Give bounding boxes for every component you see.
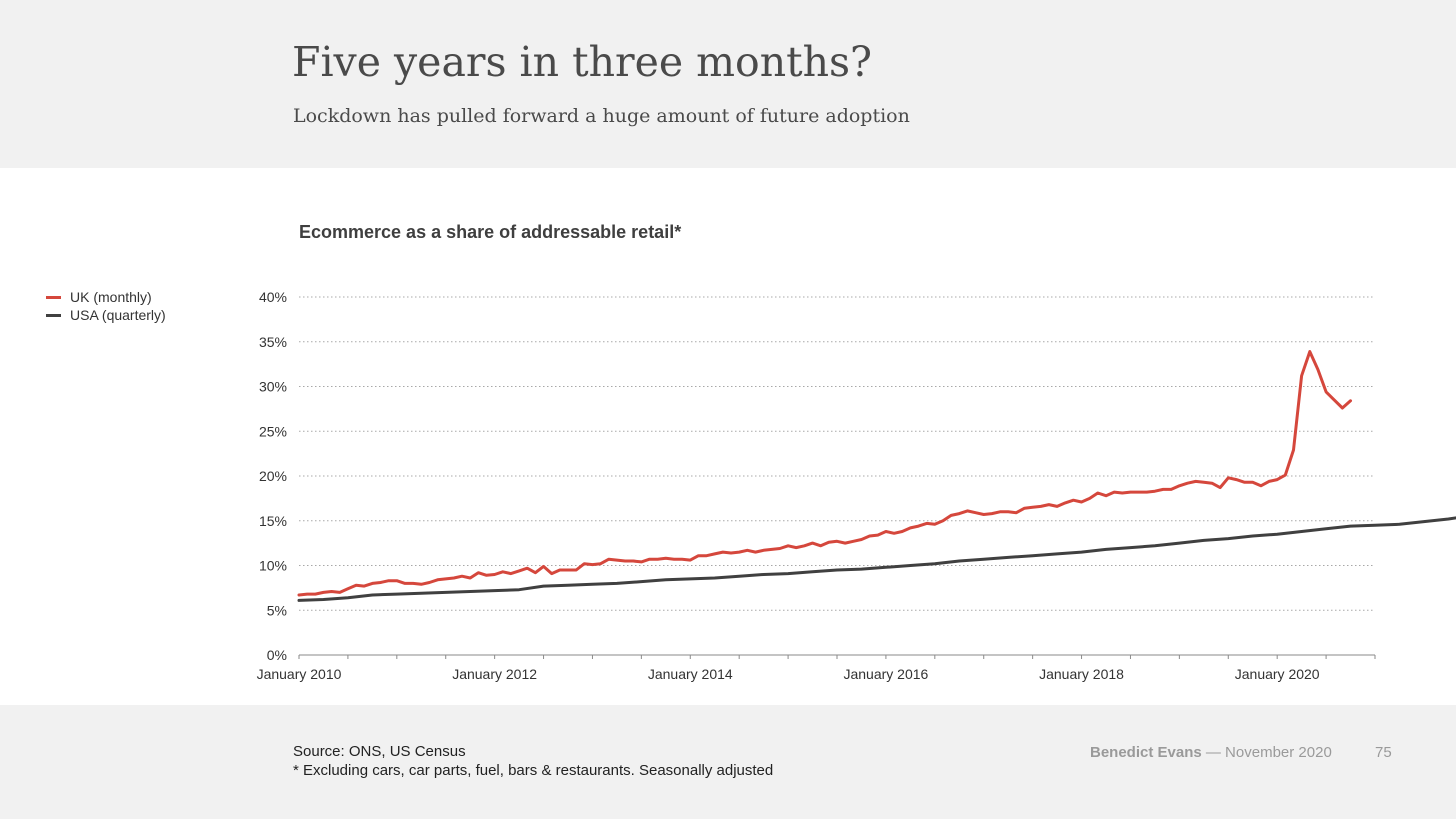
series-line-usa	[297, 516, 1456, 602]
y-tick-label: 10%	[259, 558, 287, 574]
page-number: 75	[1375, 744, 1392, 761]
y-tick-label: 40%	[259, 289, 287, 305]
footer-band	[0, 705, 1456, 819]
y-tick-label: 15%	[259, 513, 287, 529]
x-tick-label: January 2016	[843, 666, 928, 682]
x-tick-label: January 2012	[452, 666, 537, 682]
chart-legend: UK (monthly) USA (quarterly)	[46, 288, 166, 324]
source-line: Source: ONS, US Census	[293, 743, 466, 760]
footnote-line: * Excluding cars, car parts, fuel, bars …	[293, 762, 774, 779]
author-credit: Benedict Evans — November 2020	[1090, 744, 1332, 761]
y-tick-label: 5%	[267, 602, 287, 618]
header-band	[0, 0, 1456, 168]
x-tick-label: January 2014	[648, 666, 733, 682]
x-tick-label: January 2018	[1039, 666, 1124, 682]
series-line-uk	[297, 350, 1352, 597]
author-name: Benedict Evans	[1090, 744, 1202, 761]
y-tick-label: 30%	[259, 379, 287, 395]
y-tick-label: 20%	[259, 468, 287, 484]
x-tick-label: January 2020	[1235, 666, 1320, 682]
legend-item-uk: UK (monthly)	[46, 288, 166, 306]
page-subtitle: Lockdown has pulled forward a huge amoun…	[293, 105, 910, 127]
legend-label-uk: UK (monthly)	[70, 289, 152, 305]
y-tick-label: 0%	[267, 647, 287, 663]
legend-swatch-uk	[46, 295, 61, 299]
chart-title: Ecommerce as a share of addressable reta…	[299, 222, 682, 242]
page-title: Five years in three months?	[292, 38, 873, 86]
legend-item-usa: USA (quarterly)	[46, 306, 166, 324]
legend-label-usa: USA (quarterly)	[70, 307, 166, 323]
source-note: Source: ONS, US Census * Excluding cars,…	[293, 742, 773, 780]
y-tick-label: 25%	[259, 423, 287, 439]
x-tick-label: January 2010	[257, 666, 342, 682]
credit-date: — November 2020	[1205, 744, 1332, 761]
y-tick-label: 35%	[259, 334, 287, 350]
legend-swatch-usa	[46, 313, 61, 317]
